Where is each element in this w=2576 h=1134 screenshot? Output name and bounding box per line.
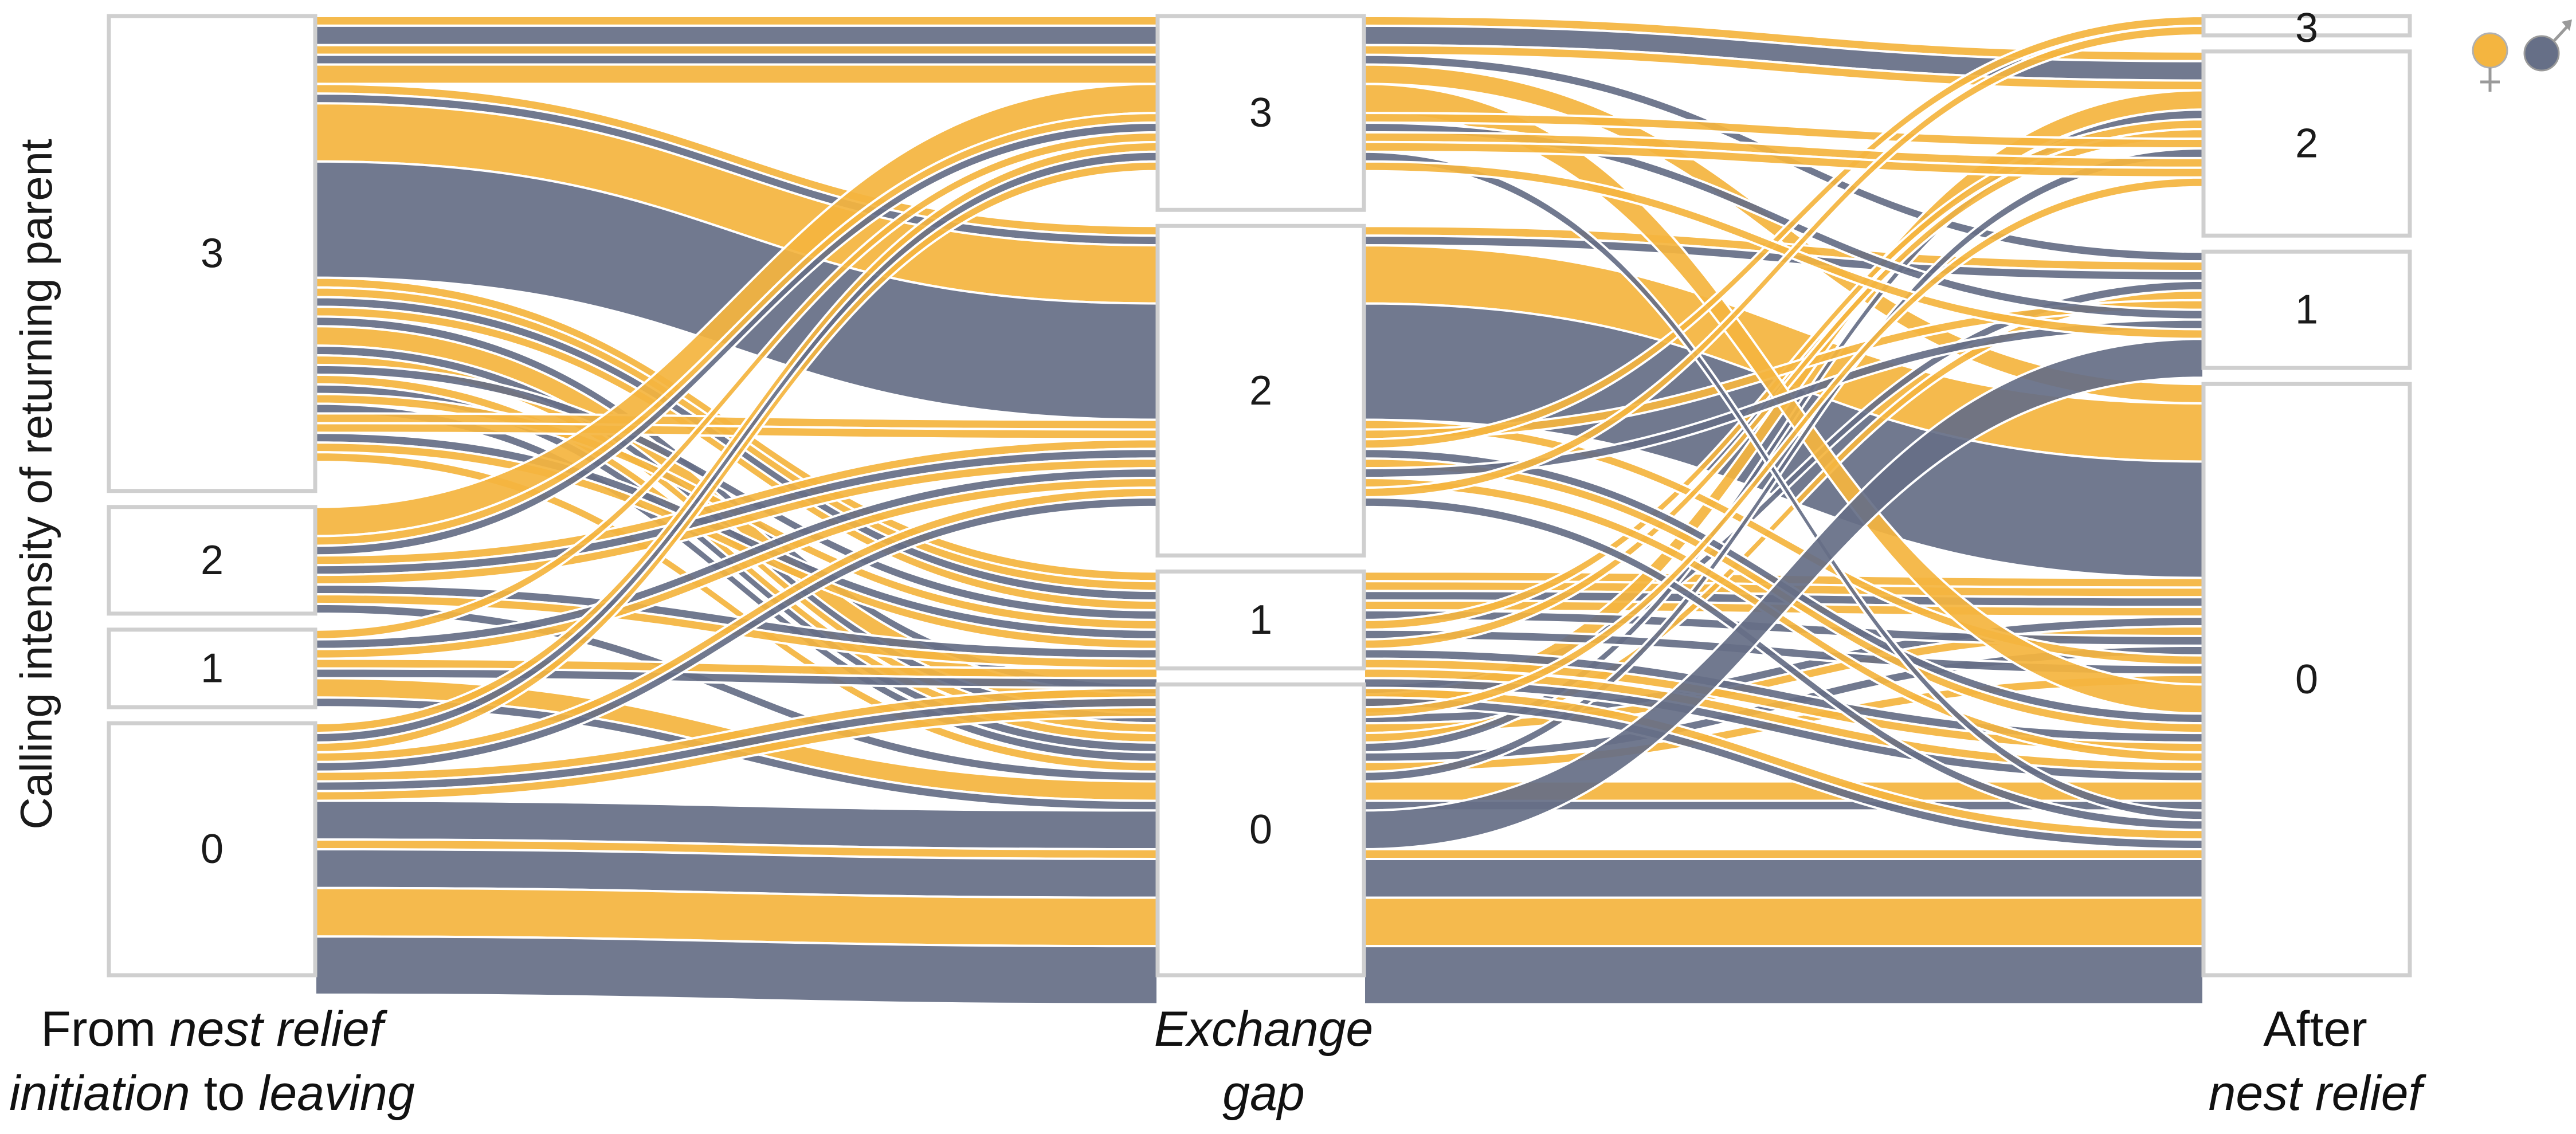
node-initiation-0 <box>107 721 317 978</box>
node-after-1 <box>2201 249 2412 370</box>
legend <box>2472 19 2572 92</box>
node-label-gap-3: 3 <box>1249 90 1272 136</box>
node-label-initiation-1: 1 <box>201 645 224 691</box>
node-label-gap-0: 0 <box>1249 807 1272 853</box>
stage-label-part: leaving <box>258 1066 415 1121</box>
node-after-0 <box>2201 382 2412 978</box>
legend-female-icon <box>2472 32 2508 92</box>
node-label-initiation-0: 0 <box>201 826 224 872</box>
node-gap-2 <box>1155 223 1366 558</box>
flow-male-53-seg1 <box>1363 857 2205 899</box>
flow-male-55-seg0 <box>314 935 1159 1006</box>
flow-male-55-seg1 <box>1363 945 2205 1006</box>
node-after-2 <box>2201 49 2412 238</box>
stage-label-part: From <box>41 1002 170 1057</box>
node-label-gap-2: 2 <box>1249 368 1272 414</box>
stage-label-after: After nest relief <box>2166 997 2464 1125</box>
node-gap-3 <box>1155 14 1366 212</box>
node-label-gap-1: 1 <box>1249 597 1272 643</box>
flow-female-54-seg1 <box>1363 896 2205 948</box>
flow-female-2-seg0 <box>314 44 1159 56</box>
node-label-initiation-2: 2 <box>201 537 224 583</box>
flow-male-51-seg1 <box>1363 338 2205 851</box>
node-label-after-2: 2 <box>2295 121 2318 167</box>
stage-label-initiation: From nest relief initiation to leaving <box>0 997 424 1125</box>
flows-layer <box>314 14 2205 1006</box>
flow-female-4-seg0 <box>314 63 1159 85</box>
legend-male-icon <box>2523 19 2572 72</box>
stage-label-part: nest relief <box>169 1002 383 1057</box>
stage-label-exchange-gap: Exchange gap <box>1100 997 1427 1125</box>
stage-label-part: nest relief <box>2208 1066 2422 1121</box>
flow-male-1-seg0 <box>314 24 1159 46</box>
stage-label-part: initiation <box>9 1066 190 1121</box>
node-gap-0 <box>1155 682 1366 978</box>
node-initiation-2 <box>107 505 317 616</box>
node-after-3 <box>2201 14 2412 38</box>
stage-label-part: After <box>2263 1002 2367 1057</box>
flow-male-3-seg0 <box>314 53 1159 66</box>
flow-female-52-seg1 <box>1363 848 2205 860</box>
stage-label-part: gap <box>1222 1066 1305 1121</box>
node-gap-1 <box>1155 569 1366 670</box>
stage-label-part: Exchange <box>1154 1002 1374 1057</box>
node-label-initiation-3: 3 <box>201 230 224 276</box>
node-label-after-3: 3 <box>2295 5 2318 51</box>
node-initiation-3 <box>107 14 317 493</box>
y-axis-label: Calling intensity of returning parent <box>11 139 61 830</box>
nodes-layer: 3 2 1 0 3 2 1 0 3 2 1 0 <box>107 5 2412 978</box>
node-initiation-1 <box>107 627 317 709</box>
stage-label-part: to <box>190 1066 259 1121</box>
node-label-after-0: 0 <box>2295 657 2318 703</box>
flow-female-0-seg0 <box>314 14 1159 27</box>
node-label-after-1: 1 <box>2295 287 2318 333</box>
